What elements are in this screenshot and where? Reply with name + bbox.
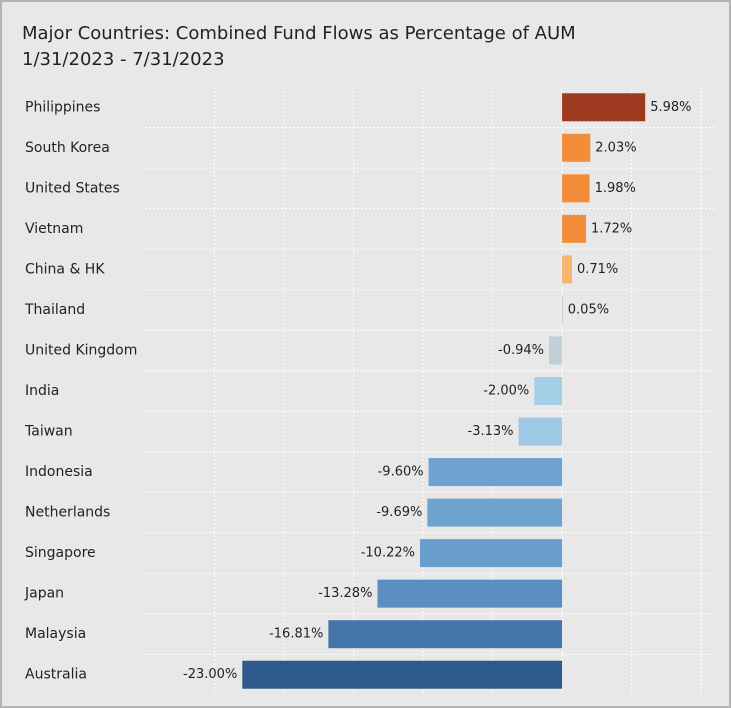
value-label: 2.03%: [595, 140, 636, 155]
bar: [562, 214, 586, 243]
value-label: 1.72%: [591, 221, 632, 236]
bar: [419, 539, 563, 568]
y-tick-label: Indonesia: [25, 464, 93, 480]
bar: [428, 458, 563, 487]
bar: [562, 295, 564, 324]
value-label: 1.98%: [595, 181, 636, 196]
value-label: -9.69%: [376, 505, 422, 520]
value-label: -10.22%: [361, 546, 415, 561]
value-label: -23.00%: [183, 667, 237, 682]
y-tick-label: Australia: [25, 667, 87, 683]
y-tick-label: Philippines: [25, 99, 100, 115]
bar: [427, 498, 563, 527]
y-tick-label: South Korea: [25, 140, 110, 156]
bar: [534, 377, 563, 405]
value-label: -13.28%: [318, 586, 372, 601]
bar: [549, 336, 563, 365]
value-label: 5.98%: [650, 100, 691, 115]
bar: [562, 93, 646, 122]
y-tick-label: Japan: [24, 586, 64, 602]
bar: [562, 255, 572, 284]
y-tick-label: United States: [25, 180, 120, 196]
bar: [518, 417, 563, 446]
value-label: 0.71%: [577, 262, 618, 277]
y-tick-label: Netherlands: [25, 505, 110, 521]
value-label: -0.94%: [498, 343, 544, 358]
bar: [562, 174, 590, 203]
y-tick-label: Thailand: [24, 302, 85, 318]
value-label: -2.00%: [483, 384, 529, 399]
y-tick-label: Taiwan: [24, 424, 73, 440]
value-label: 0.05%: [568, 302, 609, 317]
value-label: -3.13%: [468, 424, 514, 439]
y-tick-label: China & HK: [25, 261, 105, 277]
bar: [242, 660, 563, 689]
bar: [377, 579, 563, 608]
y-tick-label: United Kingdom: [25, 342, 137, 358]
value-label: -16.81%: [269, 627, 323, 642]
y-tick-label: Singapore: [25, 545, 96, 561]
bar: [328, 620, 563, 649]
chart-subtitle: 1/31/2023 - 7/31/2023: [22, 49, 225, 70]
value-label: -9.60%: [378, 465, 424, 480]
chart-title: Major Countries: Combined Fund Flows as …: [22, 23, 576, 44]
y-tick-label: Vietnam: [25, 221, 83, 237]
bar: [562, 133, 591, 162]
y-tick-label: Malaysia: [25, 626, 86, 642]
y-tick-label: India: [25, 383, 59, 399]
